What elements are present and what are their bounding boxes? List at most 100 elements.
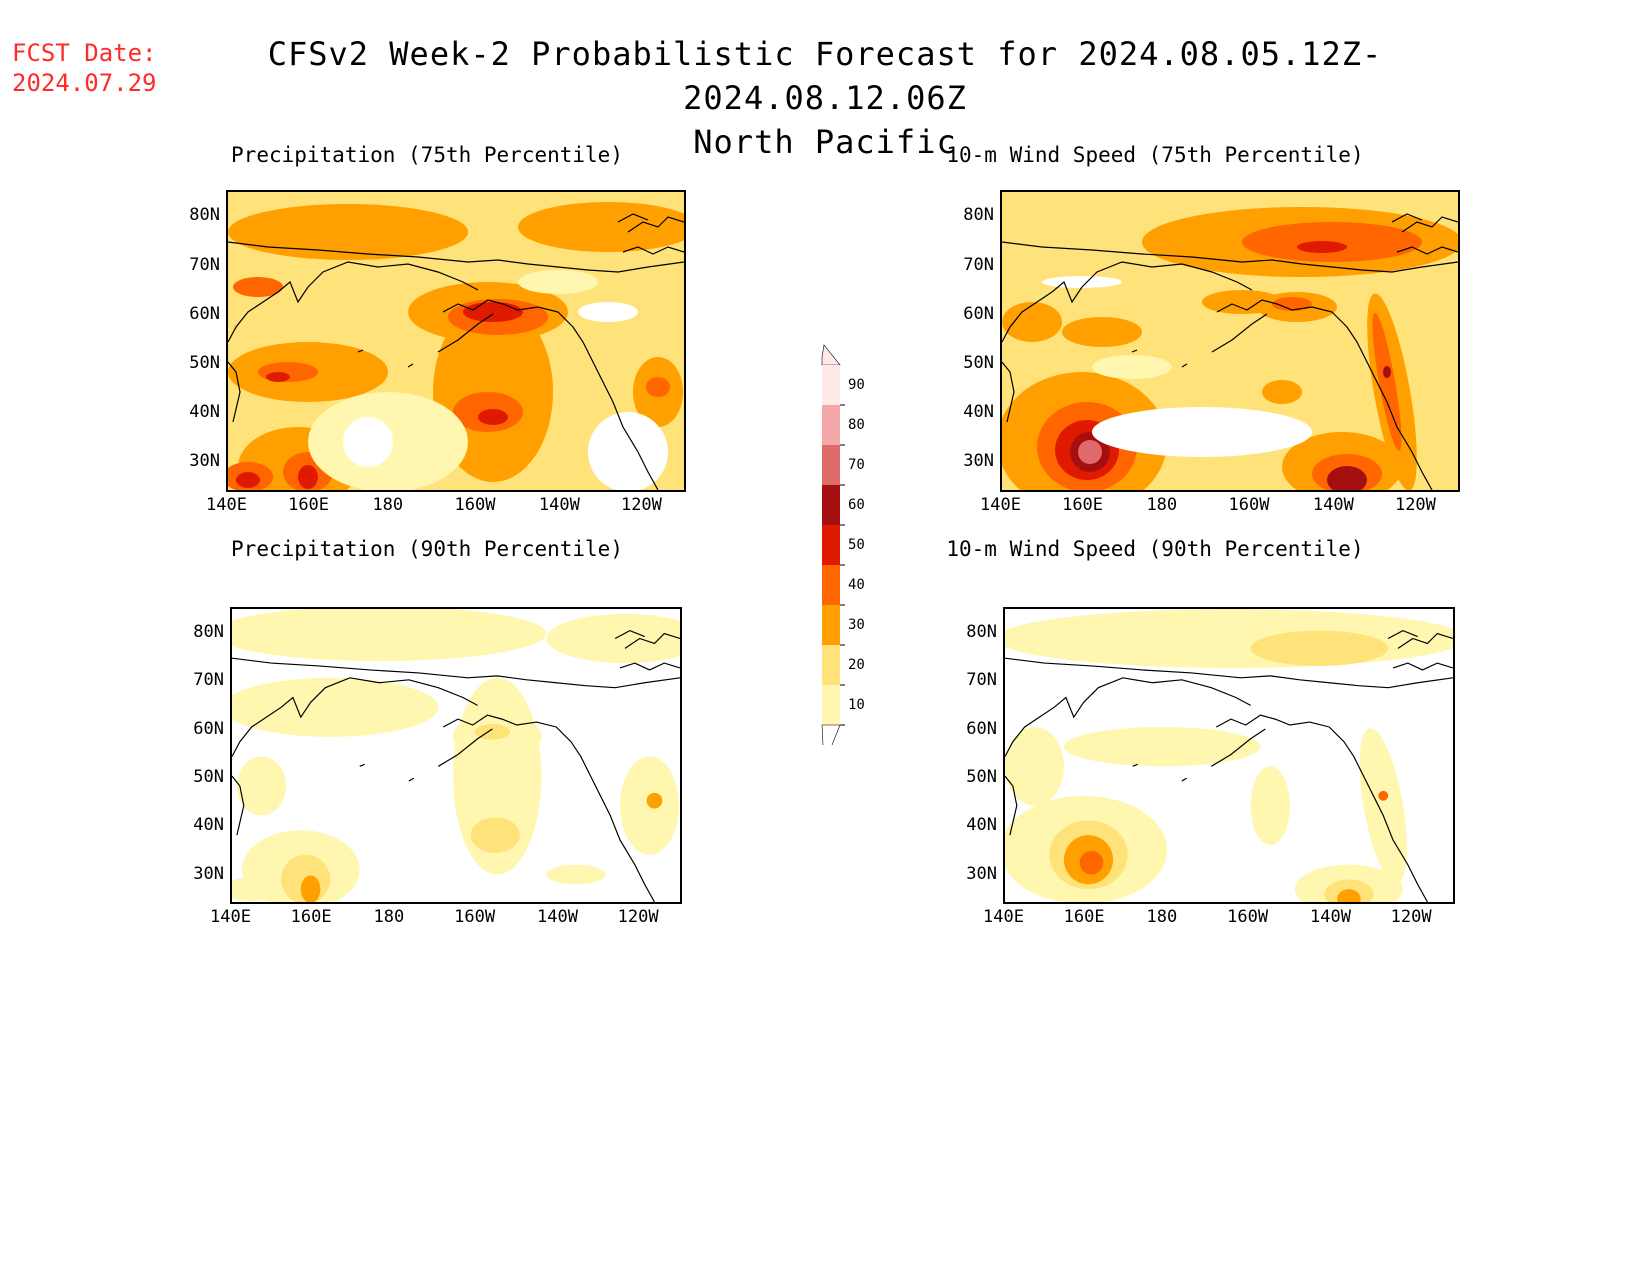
coastline (228, 261, 479, 343)
coastline (442, 714, 655, 902)
probability-contour (236, 472, 260, 488)
y-tick-label: 30N (193, 863, 224, 884)
x-tick-label: 180 (1146, 495, 1178, 515)
forecast-date-value: 2024.07.29 (12, 69, 157, 97)
probability-contour (1092, 355, 1172, 379)
probability-contour (1297, 241, 1347, 253)
coastline (1211, 313, 1268, 353)
probability-contour (1378, 790, 1389, 801)
x-tick-label: 160E (288, 495, 330, 515)
x-tick-label: 180 (1146, 907, 1178, 927)
colorbar-segment (822, 685, 840, 725)
y-tick-label: 50N (966, 766, 997, 787)
coastline (438, 728, 493, 767)
colorbar-label: 30 (848, 617, 865, 633)
coastline (1005, 775, 1018, 836)
coastline (1391, 213, 1423, 223)
coastline (407, 363, 414, 368)
colorbar-tip-bottom (821, 724, 841, 766)
panel-title-precip-75: Precipitation (75th Percentile) (231, 143, 623, 167)
coastline (408, 777, 415, 782)
y-tick-label: 70N (189, 254, 220, 275)
y-tick-label: 30N (966, 863, 997, 884)
probability-contour (1078, 440, 1102, 464)
probability-contour (300, 875, 321, 902)
figure-title: CFSv2 Week-2 Probabilistic Forecast for … (180, 32, 1470, 164)
x-tick-label: 140W (1310, 907, 1351, 927)
probability-contour (1327, 466, 1367, 490)
x-tick-label: 160E (290, 907, 332, 927)
coastline (1002, 261, 1253, 343)
probability-contour (474, 724, 511, 740)
probability-contour (1272, 297, 1312, 311)
colorbar (800, 335, 860, 766)
probability-contour (228, 204, 468, 260)
y-tick-label: 50N (193, 766, 224, 787)
colorbar-label: 60 (848, 497, 865, 513)
colorbar-segment (822, 485, 840, 525)
x-tick-label: 160E (1062, 495, 1104, 515)
coastline (228, 361, 241, 423)
x-tick-label: 140E (210, 907, 251, 927)
probability-contour (1092, 407, 1312, 457)
probability-contour (578, 302, 638, 322)
probability-contour (1337, 889, 1361, 902)
probability-contour (232, 677, 439, 737)
y-tick-label: 60N (189, 303, 220, 324)
map-precip-90 (230, 607, 682, 904)
probability-contour (1079, 850, 1104, 875)
probability-contour (236, 756, 287, 816)
forecast-date: FCST Date: 2024.07.29 (12, 38, 157, 98)
coastline (232, 677, 478, 757)
probability-contour (546, 613, 680, 664)
y-tick-label: 40N (193, 815, 224, 836)
panel-title-wind-75: 10-m Wind Speed (75th Percentile) (946, 143, 1364, 167)
y-tick-label: 80N (963, 205, 994, 226)
y-tick-label: 60N (966, 718, 997, 739)
coastline (1215, 714, 1428, 902)
x-tick-label: 180 (373, 907, 405, 927)
x-tick-label: 160W (1227, 907, 1269, 927)
x-tick-label: 120W (1390, 907, 1432, 927)
coastline (232, 775, 245, 836)
x-tick-label: 140E (983, 907, 1024, 927)
x-tick-label: 140W (537, 907, 578, 927)
x-tick-label: 160W (454, 907, 496, 927)
probability-contour (470, 817, 520, 853)
y-tick-label: 30N (189, 451, 220, 472)
coastline (1401, 216, 1458, 233)
probability-contour (518, 270, 598, 294)
coastline (357, 349, 364, 353)
colorbar-label: 10 (848, 697, 865, 713)
coastline (1002, 361, 1015, 423)
y-tick-label: 80N (189, 205, 220, 226)
map-wind-75 (1000, 190, 1460, 492)
colorbar-label: 40 (848, 577, 865, 593)
coastline (1005, 677, 1251, 757)
y-tick-label: 40N (189, 402, 220, 422)
probability-contour (588, 412, 668, 490)
colorbar-tip-top (821, 344, 841, 366)
probability-contour (1372, 313, 1402, 451)
probability-contour (1062, 317, 1142, 347)
y-tick-label: 40N (966, 815, 997, 836)
coastline (442, 299, 659, 490)
x-tick-label: 140W (1312, 495, 1354, 515)
region-title: North Pacific (693, 123, 957, 161)
panel-title-precip-90: Precipitation (90th Percentile) (231, 537, 623, 561)
probability-contour (1262, 380, 1302, 404)
y-tick-label: 60N (963, 303, 994, 324)
probability-contour (478, 409, 508, 425)
colorbar-segment (822, 525, 840, 565)
x-tick-label: 160W (454, 495, 496, 515)
probability-contour (463, 302, 523, 322)
probability-contour (646, 792, 663, 809)
y-tick-label: 70N (193, 670, 224, 691)
panel-title-wind-90: 10-m Wind Speed (90th Percentile) (946, 537, 1364, 561)
coastline (1216, 299, 1433, 490)
y-tick-label: 60N (193, 718, 224, 739)
colorbar-label: 80 (848, 417, 865, 433)
colorbar-label: 70 (848, 457, 865, 473)
coastline (622, 246, 684, 255)
colorbar-segment (822, 445, 840, 485)
